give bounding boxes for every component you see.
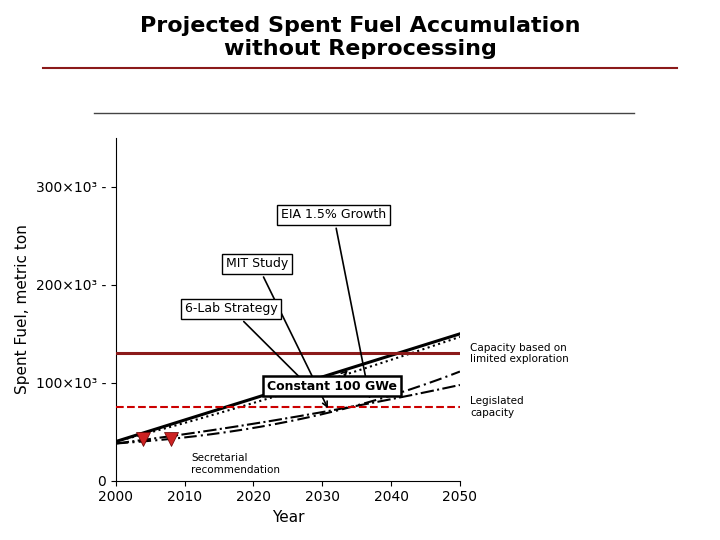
Y-axis label: Spent Fuel, metric ton: Spent Fuel, metric ton xyxy=(15,225,30,394)
Text: Capacity based on
limited exploration: Capacity based on limited exploration xyxy=(470,342,569,364)
Text: Constant 100 GWe: Constant 100 GWe xyxy=(267,372,397,393)
Text: MIT Study: MIT Study xyxy=(226,257,327,407)
Text: EIA 1.5% Growth: EIA 1.5% Growth xyxy=(281,208,386,397)
Text: Legislated
capacity: Legislated capacity xyxy=(470,396,524,418)
Text: Secretarial
recommendation: Secretarial recommendation xyxy=(192,453,281,475)
Text: Projected Spent Fuel Accumulation
without Reprocessing: Projected Spent Fuel Accumulation withou… xyxy=(140,16,580,59)
Text: 6-Lab Strategy: 6-Lab Strategy xyxy=(184,302,305,383)
X-axis label: Year: Year xyxy=(271,510,304,525)
